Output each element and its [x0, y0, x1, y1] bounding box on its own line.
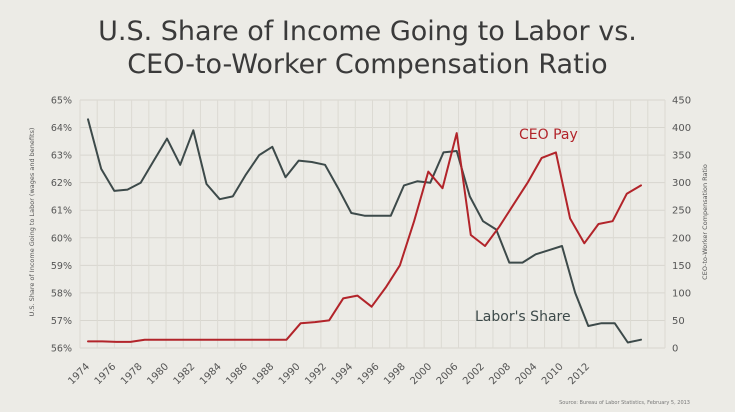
left-tick-label: 59%	[51, 261, 72, 272]
source-note: Source: Bureau of Labor Statistics, Febr…	[559, 400, 690, 406]
gridlines	[79, 99, 666, 349]
right-tick-label: 350	[672, 151, 691, 162]
x-tick-label: 1978	[119, 361, 145, 387]
right-tick-label: 450	[672, 96, 691, 107]
x-tick-label: 1974	[66, 361, 92, 387]
x-tick-label: 1990	[277, 361, 303, 387]
x-tick-label: 1988	[251, 361, 277, 387]
left-tick-label: 57%	[51, 316, 72, 327]
x-tick-label: 2002	[461, 361, 487, 387]
left-tick-label: 61%	[51, 206, 72, 217]
left-tick-label: 64%	[51, 123, 72, 134]
chart-title-line-2: CEO-to-Worker Compensation Ratio	[127, 49, 607, 80]
chart-title-line-1: U.S. Share of Income Going to Labor vs.	[98, 16, 637, 47]
x-tick-label: 1994	[330, 361, 356, 387]
x-tick-label: 2012	[566, 361, 592, 387]
x-tick-label: 2008	[487, 361, 513, 387]
right-tick-label: 150	[672, 261, 691, 272]
left-tick-label: 58%	[51, 288, 72, 299]
x-tick-label: 1998	[382, 361, 408, 387]
right-axis-label: CEO-to-Worker Compensation Ratio	[701, 164, 709, 280]
x-tick-label: 2004	[514, 361, 540, 387]
labor-share-annotation: Labor's Share	[475, 309, 571, 325]
left-tick-label: 62%	[51, 178, 72, 189]
ceo-pay-line	[87, 132, 642, 343]
x-tick-label: 1976	[93, 361, 119, 387]
ceo-pay-annotation: CEO Pay	[519, 127, 578, 143]
x-tick-label: 1986	[224, 361, 250, 387]
series-lines	[87, 118, 642, 344]
x-tick-label: 2000	[408, 361, 434, 387]
x-tick-label: 1984	[198, 361, 224, 387]
right-tick-label: 50	[672, 316, 685, 327]
right-tick-label: 100	[672, 288, 691, 299]
left-tick-label: 63%	[51, 151, 72, 162]
left-axis-label: U.S. Share of Income Going to Labor (wag…	[28, 128, 36, 317]
x-tick-label: 1992	[303, 361, 329, 387]
x-tick-label: 1996	[356, 361, 382, 387]
left-tick-label: 65%	[51, 96, 72, 107]
right-tick-label: 0	[672, 344, 678, 355]
left-tick-label: 60%	[51, 233, 72, 244]
left-axis-ticks: 56% 57% 58% 59% 60% 61% 62% 63% 64% 65%	[51, 96, 72, 355]
x-tick-label: 1980	[145, 361, 171, 387]
right-tick-label: 400	[672, 123, 691, 134]
labor-share-line	[87, 118, 642, 344]
right-axis-ticks: 0 50 100 150 200 250 300 350 400 450	[672, 96, 691, 355]
x-tick-label: 1982	[172, 361, 198, 387]
right-tick-label: 300	[672, 178, 691, 189]
x-tick-label: 2010	[540, 361, 566, 387]
x-tick-label: 2006	[435, 361, 461, 387]
left-tick-label: 56%	[51, 344, 72, 355]
right-tick-label: 250	[672, 206, 691, 217]
x-axis-ticks: 1974 1976 1978 1980 1982 1984 1986 1988 1990 1992…	[66, 361, 592, 387]
right-tick-label: 200	[672, 233, 691, 244]
